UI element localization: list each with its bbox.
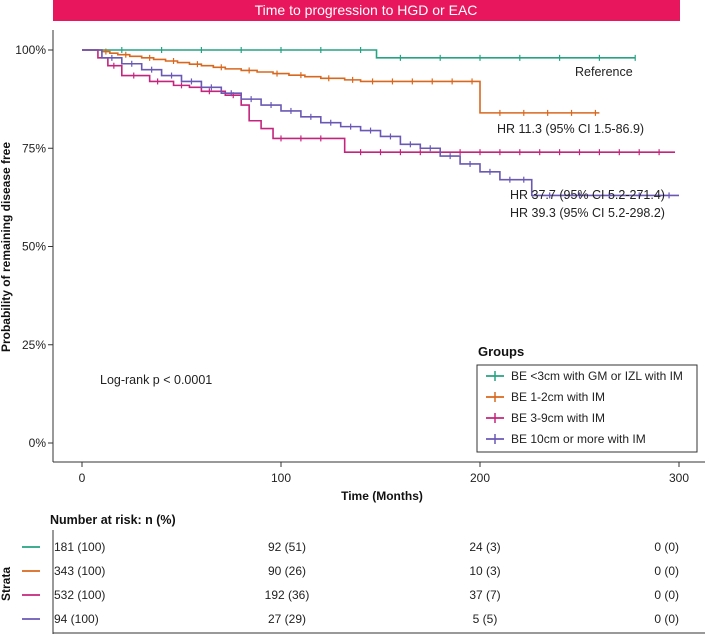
- survival-curve: [82, 49, 600, 114]
- legend-label: BE 10cm or more with IM: [511, 432, 646, 446]
- risk-cell: 27 (29): [268, 612, 306, 626]
- risk-cell: 94 (100): [54, 612, 99, 626]
- curve-label: Reference: [575, 65, 633, 79]
- legend: BE <3cm with GM or IZL with IM BE 1-2cm w…: [486, 369, 683, 446]
- x-ticks: 0 100 200 300: [79, 462, 689, 485]
- y-ticks: 0% 25% 50% 75% 100%: [15, 43, 53, 450]
- risk-table-title: Number at risk: n (%): [50, 513, 176, 527]
- x-tick-label: 100: [271, 471, 291, 485]
- strata-label: Strata: [0, 567, 13, 601]
- series-1: [82, 47, 636, 61]
- legend-box: [476, 364, 698, 453]
- legend-label: BE <3cm with GM or IZL with IM: [511, 369, 683, 383]
- curve-labels: Reference HR 11.3 (95% CI 1.5-86.9) HR 37.…: [497, 65, 665, 220]
- curve-label: HR 11.3 (95% CI 1.5-86.9): [497, 122, 644, 136]
- risk-cell: 24 (3): [469, 540, 500, 554]
- risk-cell: 0 (0): [654, 564, 679, 578]
- survival-curve: [82, 49, 676, 153]
- risk-cell: 92 (51): [268, 540, 306, 554]
- risk-cell: 0 (0): [654, 540, 679, 554]
- x-axis-title: Time (Months): [341, 489, 423, 503]
- series-layer: [82, 47, 679, 199]
- curve-label: HR 39.3 (95% CI 5.2-298.2): [510, 206, 665, 220]
- curve-label: HR 37.7 (95% CI 5.2-271.4): [510, 188, 665, 202]
- risk-cell: 90 (26): [268, 564, 306, 578]
- series-4: [82, 49, 679, 199]
- risk-cell: 0 (0): [654, 612, 679, 626]
- y-tick-label: 50%: [22, 240, 46, 254]
- x-tick-label: 200: [470, 471, 490, 485]
- x-tick-label: 0: [79, 471, 86, 485]
- y-tick-label: 100%: [15, 43, 46, 57]
- risk-cell: 5 (5): [473, 612, 498, 626]
- y-tick-label: 75%: [22, 141, 46, 155]
- legend-label: BE 1-2cm with IM: [511, 390, 605, 404]
- x-tick-label: 300: [669, 471, 689, 485]
- logrank-annotation: Log-rank p < 0.0001: [100, 373, 212, 387]
- risk-cell: 343 (100): [54, 564, 105, 578]
- series-3: [82, 49, 676, 156]
- chart-title: Time to progression to HGD or EAC: [255, 2, 478, 18]
- risk-table: 181 (100) 92 (51) 24 (3) 0 (0) 343 (100) 90 (…: [22, 540, 679, 626]
- risk-cell: 37 (7): [469, 588, 500, 602]
- y-tick-label: 25%: [22, 338, 46, 352]
- risk-cell: 181 (100): [54, 540, 105, 554]
- y-tick-label: 0%: [29, 436, 47, 450]
- risk-cell: 532 (100): [54, 588, 105, 602]
- risk-cell: 0 (0): [654, 588, 679, 602]
- legend-title: Groups: [478, 344, 524, 359]
- series-2: [82, 48, 600, 116]
- risk-cell: 10 (3): [469, 564, 500, 578]
- y-axis-title: Probability of remaining disease free: [0, 142, 13, 352]
- survival-curve: [82, 49, 636, 59]
- risk-cell: 192 (36): [265, 588, 310, 602]
- legend-label: BE 3-9cm with IM: [511, 411, 605, 425]
- title-banner: [53, 0, 680, 21]
